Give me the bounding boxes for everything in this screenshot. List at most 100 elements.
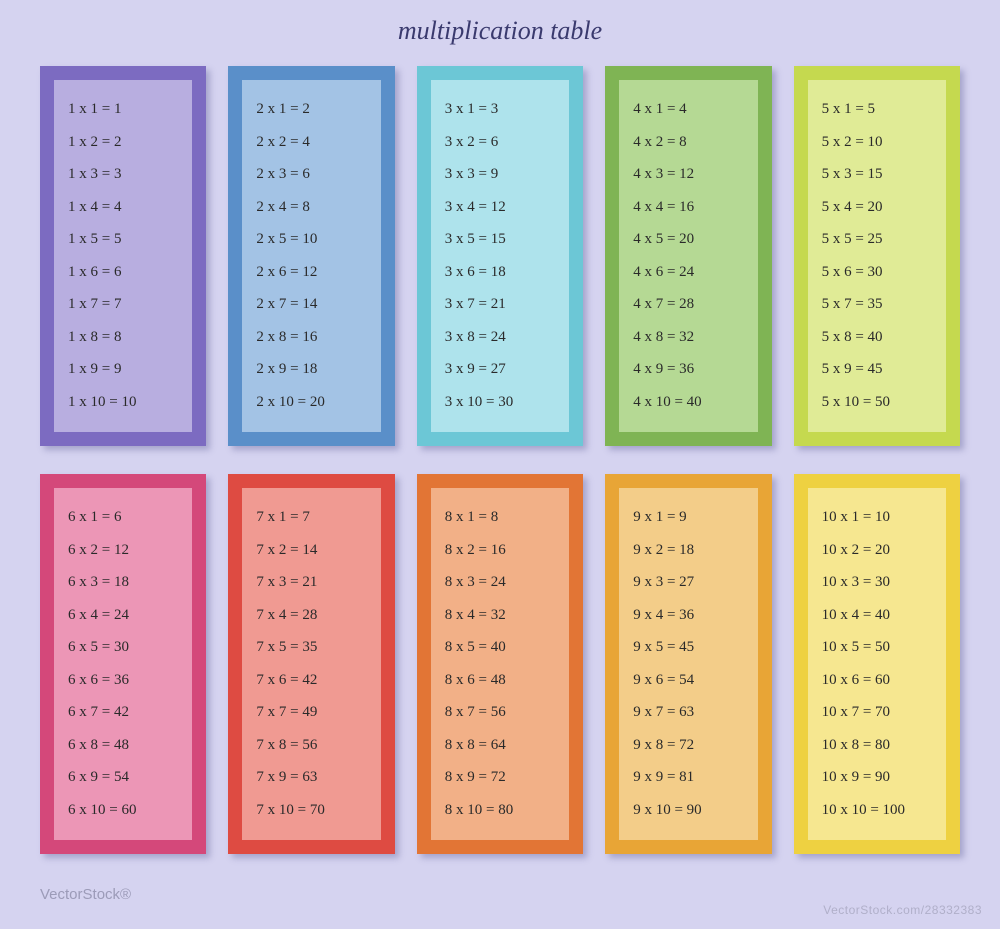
equation-row: 3 x 8 = 24 xyxy=(445,330,555,345)
equation-row: 9 x 1 = 9 xyxy=(633,510,743,525)
equation-row: 2 x 10 = 20 xyxy=(256,395,366,410)
equation-row: 1 x 5 = 5 xyxy=(68,232,178,247)
equation-row: 2 x 9 = 18 xyxy=(256,362,366,377)
equation-row: 1 x 7 = 7 xyxy=(68,297,178,312)
equation-row: 9 x 7 = 63 xyxy=(633,705,743,720)
equation-row: 10 x 6 = 60 xyxy=(822,673,932,688)
equation-row: 1 x 9 = 9 xyxy=(68,362,178,377)
equation-row: 1 x 8 = 8 xyxy=(68,330,178,345)
equation-row: 8 x 1 = 8 xyxy=(445,510,555,525)
watermark-id: VectorStock.com/28332383 xyxy=(823,903,982,917)
equation-row: 8 x 6 = 48 xyxy=(445,673,555,688)
equation-row: 4 x 2 = 8 xyxy=(633,135,743,150)
equation-row: 6 x 10 = 60 xyxy=(68,803,178,818)
table-card-inner: 6 x 1 = 66 x 2 = 126 x 3 = 186 x 4 = 246… xyxy=(54,488,192,840)
table-card-9: 9 x 1 = 99 x 2 = 189 x 3 = 279 x 4 = 369… xyxy=(605,474,771,854)
equation-row: 4 x 1 = 4 xyxy=(633,102,743,117)
page-title: multiplication table xyxy=(0,0,1000,46)
table-card-inner: 3 x 1 = 3 3 x 2 = 6 3 x 3 = 9 3 x 4 = 12 3 x… xyxy=(431,80,569,432)
equation-row: 2 x 6 = 12 xyxy=(256,265,366,280)
equation-row: 3 x 6 = 18 xyxy=(445,265,555,280)
equation-row: 5 x 6 = 30 xyxy=(822,265,932,280)
equation-row: 2 x 2 = 4 xyxy=(256,135,366,150)
equation-row: 2 x 3 = 6 xyxy=(256,167,366,182)
table-card-5: 5 x 1 = 5 5 x 2 = 10 5 x 3 = 15 5 x 4 = 20 5… xyxy=(794,66,960,446)
equation-row: 6 x 8 = 48 xyxy=(68,738,178,753)
equation-row: 8 x 10 = 80 xyxy=(445,803,555,818)
table-card-inner: 4 x 1 = 44 x 2 = 84 x 3 = 124 x 4 = 164 … xyxy=(619,80,757,432)
equation-row: 9 x 2 = 18 xyxy=(633,543,743,558)
equation-row: 6 x 1 = 6 xyxy=(68,510,178,525)
equation-row: 10 x 3 = 30 xyxy=(822,575,932,590)
equation-row: 9 x 6 = 54 xyxy=(633,673,743,688)
watermark: VectorStock® xyxy=(40,886,131,903)
equation-row: 7 x 3 = 21 xyxy=(256,575,366,590)
equation-row: 8 x 2 = 16 xyxy=(445,543,555,558)
equation-row: 3 x 3 = 9 xyxy=(445,167,555,182)
equation-row: 10 x 10 = 100 xyxy=(822,803,932,818)
equation-row: 4 x 5 = 20 xyxy=(633,232,743,247)
equation-row: 7 x 1 = 7 xyxy=(256,510,366,525)
table-card-8: 8 x 1 = 88 x 2 = 168 x 3 = 248 x 4 = 328… xyxy=(417,474,583,854)
equation-row: 4 x 8 = 32 xyxy=(633,330,743,345)
equation-row: 10 x 8 = 80 xyxy=(822,738,932,753)
equation-row: 2 x 1 = 2 xyxy=(256,102,366,117)
equation-row: 5 x 2 = 10 xyxy=(822,135,932,150)
equation-row: 8 x 4 = 32 xyxy=(445,608,555,623)
equation-row: 5 x 10 = 50 xyxy=(822,395,932,410)
equation-row: 4 x 9 = 36 xyxy=(633,362,743,377)
table-card-1: 1 x 1 = 1 1 x 2 = 2 1 x 3 = 3 1 x 4 = 4 1 x … xyxy=(40,66,206,446)
equation-row: 5 x 5 = 25 xyxy=(822,232,932,247)
table-card-inner: 10 x 1 = 1010 x 2 = 2010 x 3 = 3010 x 4 … xyxy=(808,488,946,840)
equation-row: 6 x 2 = 12 xyxy=(68,543,178,558)
equation-row: 1 x 4 = 4 xyxy=(68,200,178,215)
equation-row: 5 x 8 = 40 xyxy=(822,330,932,345)
equation-row: 4 x 3 = 12 xyxy=(633,167,743,182)
table-card-inner: 5 x 1 = 5 5 x 2 = 10 5 x 3 = 15 5 x 4 = 20 5… xyxy=(808,80,946,432)
equation-row: 7 x 2 = 14 xyxy=(256,543,366,558)
equation-row: 3 x 4 = 12 xyxy=(445,200,555,215)
equation-row: 1 x 1 = 1 xyxy=(68,102,178,117)
equation-row: 10 x 2 = 20 xyxy=(822,543,932,558)
equation-row: 10 x 5 = 50 xyxy=(822,640,932,655)
equation-row: 9 x 10 = 90 xyxy=(633,803,743,818)
equation-row: 5 x 3 = 15 xyxy=(822,167,932,182)
table-card-6: 6 x 1 = 66 x 2 = 126 x 3 = 186 x 4 = 246… xyxy=(40,474,206,854)
equation-row: 3 x 5 = 15 xyxy=(445,232,555,247)
equation-row: 9 x 9 = 81 xyxy=(633,770,743,785)
table-card-4: 4 x 1 = 44 x 2 = 84 x 3 = 124 x 4 = 164 … xyxy=(605,66,771,446)
table-card-2: 2 x 1 = 22 x 2 = 42 x 3 = 62 x 4 = 82 x … xyxy=(228,66,394,446)
equation-row: 1 x 10 = 10 xyxy=(68,395,178,410)
table-card-inner: 2 x 1 = 22 x 2 = 42 x 3 = 62 x 4 = 82 x … xyxy=(242,80,380,432)
equation-row: 3 x 10 = 30 xyxy=(445,395,555,410)
equation-row: 6 x 9 = 54 xyxy=(68,770,178,785)
equation-row: 3 x 9 = 27 xyxy=(445,362,555,377)
equation-row: 2 x 7 = 14 xyxy=(256,297,366,312)
equation-row: 3 x 1 = 3 xyxy=(445,102,555,117)
equation-row: 3 x 2 = 6 xyxy=(445,135,555,150)
tables-grid: 1 x 1 = 1 1 x 2 = 2 1 x 3 = 3 1 x 4 = 4 1 x … xyxy=(0,46,1000,854)
equation-row: 6 x 4 = 24 xyxy=(68,608,178,623)
equation-row: 5 x 1 = 5 xyxy=(822,102,932,117)
table-card-7: 7 x 1 = 77 x 2 = 147 x 3 = 217 x 4 = 287… xyxy=(228,474,394,854)
equation-row: 6 x 5 = 30 xyxy=(68,640,178,655)
equation-row: 9 x 4 = 36 xyxy=(633,608,743,623)
equation-row: 8 x 8 = 64 xyxy=(445,738,555,753)
table-card-inner: 9 x 1 = 99 x 2 = 189 x 3 = 279 x 4 = 369… xyxy=(619,488,757,840)
table-card-3: 3 x 1 = 3 3 x 2 = 6 3 x 3 = 9 3 x 4 = 12 3 x… xyxy=(417,66,583,446)
equation-row: 4 x 6 = 24 xyxy=(633,265,743,280)
table-card-inner: 1 x 1 = 1 1 x 2 = 2 1 x 3 = 3 1 x 4 = 4 1 x … xyxy=(54,80,192,432)
equation-row: 6 x 7 = 42 xyxy=(68,705,178,720)
table-card-10: 10 x 1 = 1010 x 2 = 2010 x 3 = 3010 x 4 … xyxy=(794,474,960,854)
equation-row: 1 x 3 = 3 xyxy=(68,167,178,182)
equation-row: 6 x 6 = 36 xyxy=(68,673,178,688)
equation-row: 9 x 8 = 72 xyxy=(633,738,743,753)
equation-row: 5 x 4 = 20 xyxy=(822,200,932,215)
equation-row: 3 x 7 = 21 xyxy=(445,297,555,312)
equation-row: 4 x 7 = 28 xyxy=(633,297,743,312)
equation-row: 5 x 7 = 35 xyxy=(822,297,932,312)
equation-row: 7 x 6 = 42 xyxy=(256,673,366,688)
equation-row: 1 x 6 = 6 xyxy=(68,265,178,280)
equation-row: 1 x 2 = 2 xyxy=(68,135,178,150)
equation-row: 10 x 7 = 70 xyxy=(822,705,932,720)
